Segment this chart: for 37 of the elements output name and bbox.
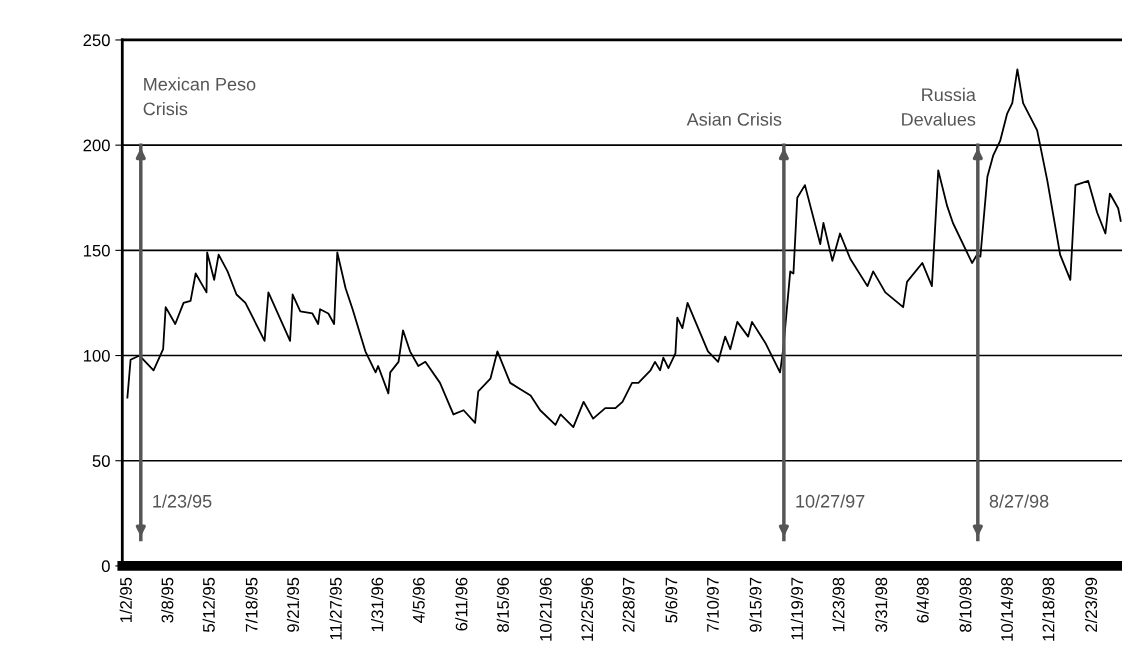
y-tick-label: 150 xyxy=(83,244,110,257)
y-tick-label: 200 xyxy=(83,139,110,152)
x-tick-label: 7/18/95 xyxy=(245,577,258,632)
x-tick-label: 5/12/95 xyxy=(202,577,215,632)
x-tick-label: 6/4/98 xyxy=(916,577,929,623)
x-tick-label: 2/23/99 xyxy=(1084,577,1098,632)
y-tick-label: 0 xyxy=(101,560,110,573)
annotation: 10/27/97 xyxy=(796,494,865,508)
x-tick-label: 4/5/96 xyxy=(412,577,425,623)
x-tick-label: 5/6/97 xyxy=(665,577,678,623)
x-tick-label: 11/27/95 xyxy=(329,577,342,640)
x-tick-label: 6/11/96 xyxy=(455,577,468,631)
annotation: 8/27/98 xyxy=(989,494,1049,508)
y-tick-label: 100 xyxy=(83,349,110,362)
x-tick-label: 10/14/98 xyxy=(1000,577,1013,641)
x-tick-label: 1/31/96 xyxy=(370,577,384,632)
x-tick-label: 2/28/97 xyxy=(622,577,635,632)
x-tick-label: 8/10/98 xyxy=(959,577,972,632)
x-tick-label: 1/2/95 xyxy=(119,577,132,623)
annotation: 1/23/95 xyxy=(153,494,212,508)
ref-line-label: Asian Crisis xyxy=(686,112,782,126)
x-tick-label: 1/23/98 xyxy=(832,577,845,632)
ref-line-label: Russia Devalues xyxy=(902,87,976,126)
x-tick-label: 9/15/97 xyxy=(749,577,762,632)
x-tick-label: 10/21/96 xyxy=(539,577,552,641)
x-tick-label: 3/8/95 xyxy=(161,577,174,623)
line-series xyxy=(126,68,1122,428)
y-tick-label: 250 xyxy=(83,34,110,47)
x-tick-label: 12/18/98 xyxy=(1042,577,1055,641)
x-tick-label: 9/21/95 xyxy=(286,577,300,632)
x-tick-label: 12/25/96 xyxy=(580,577,594,641)
y-tick-label: 50 xyxy=(92,455,110,467)
ref-line-label: Mexican Peso Crisis xyxy=(143,77,256,116)
x-tick-label: 7/10/97 xyxy=(706,577,719,632)
x-tick-label: 8/15/96 xyxy=(496,577,509,632)
x-tick-label: 11/19/97 xyxy=(790,577,804,640)
x-tick-label: 3/31/98 xyxy=(874,577,888,632)
